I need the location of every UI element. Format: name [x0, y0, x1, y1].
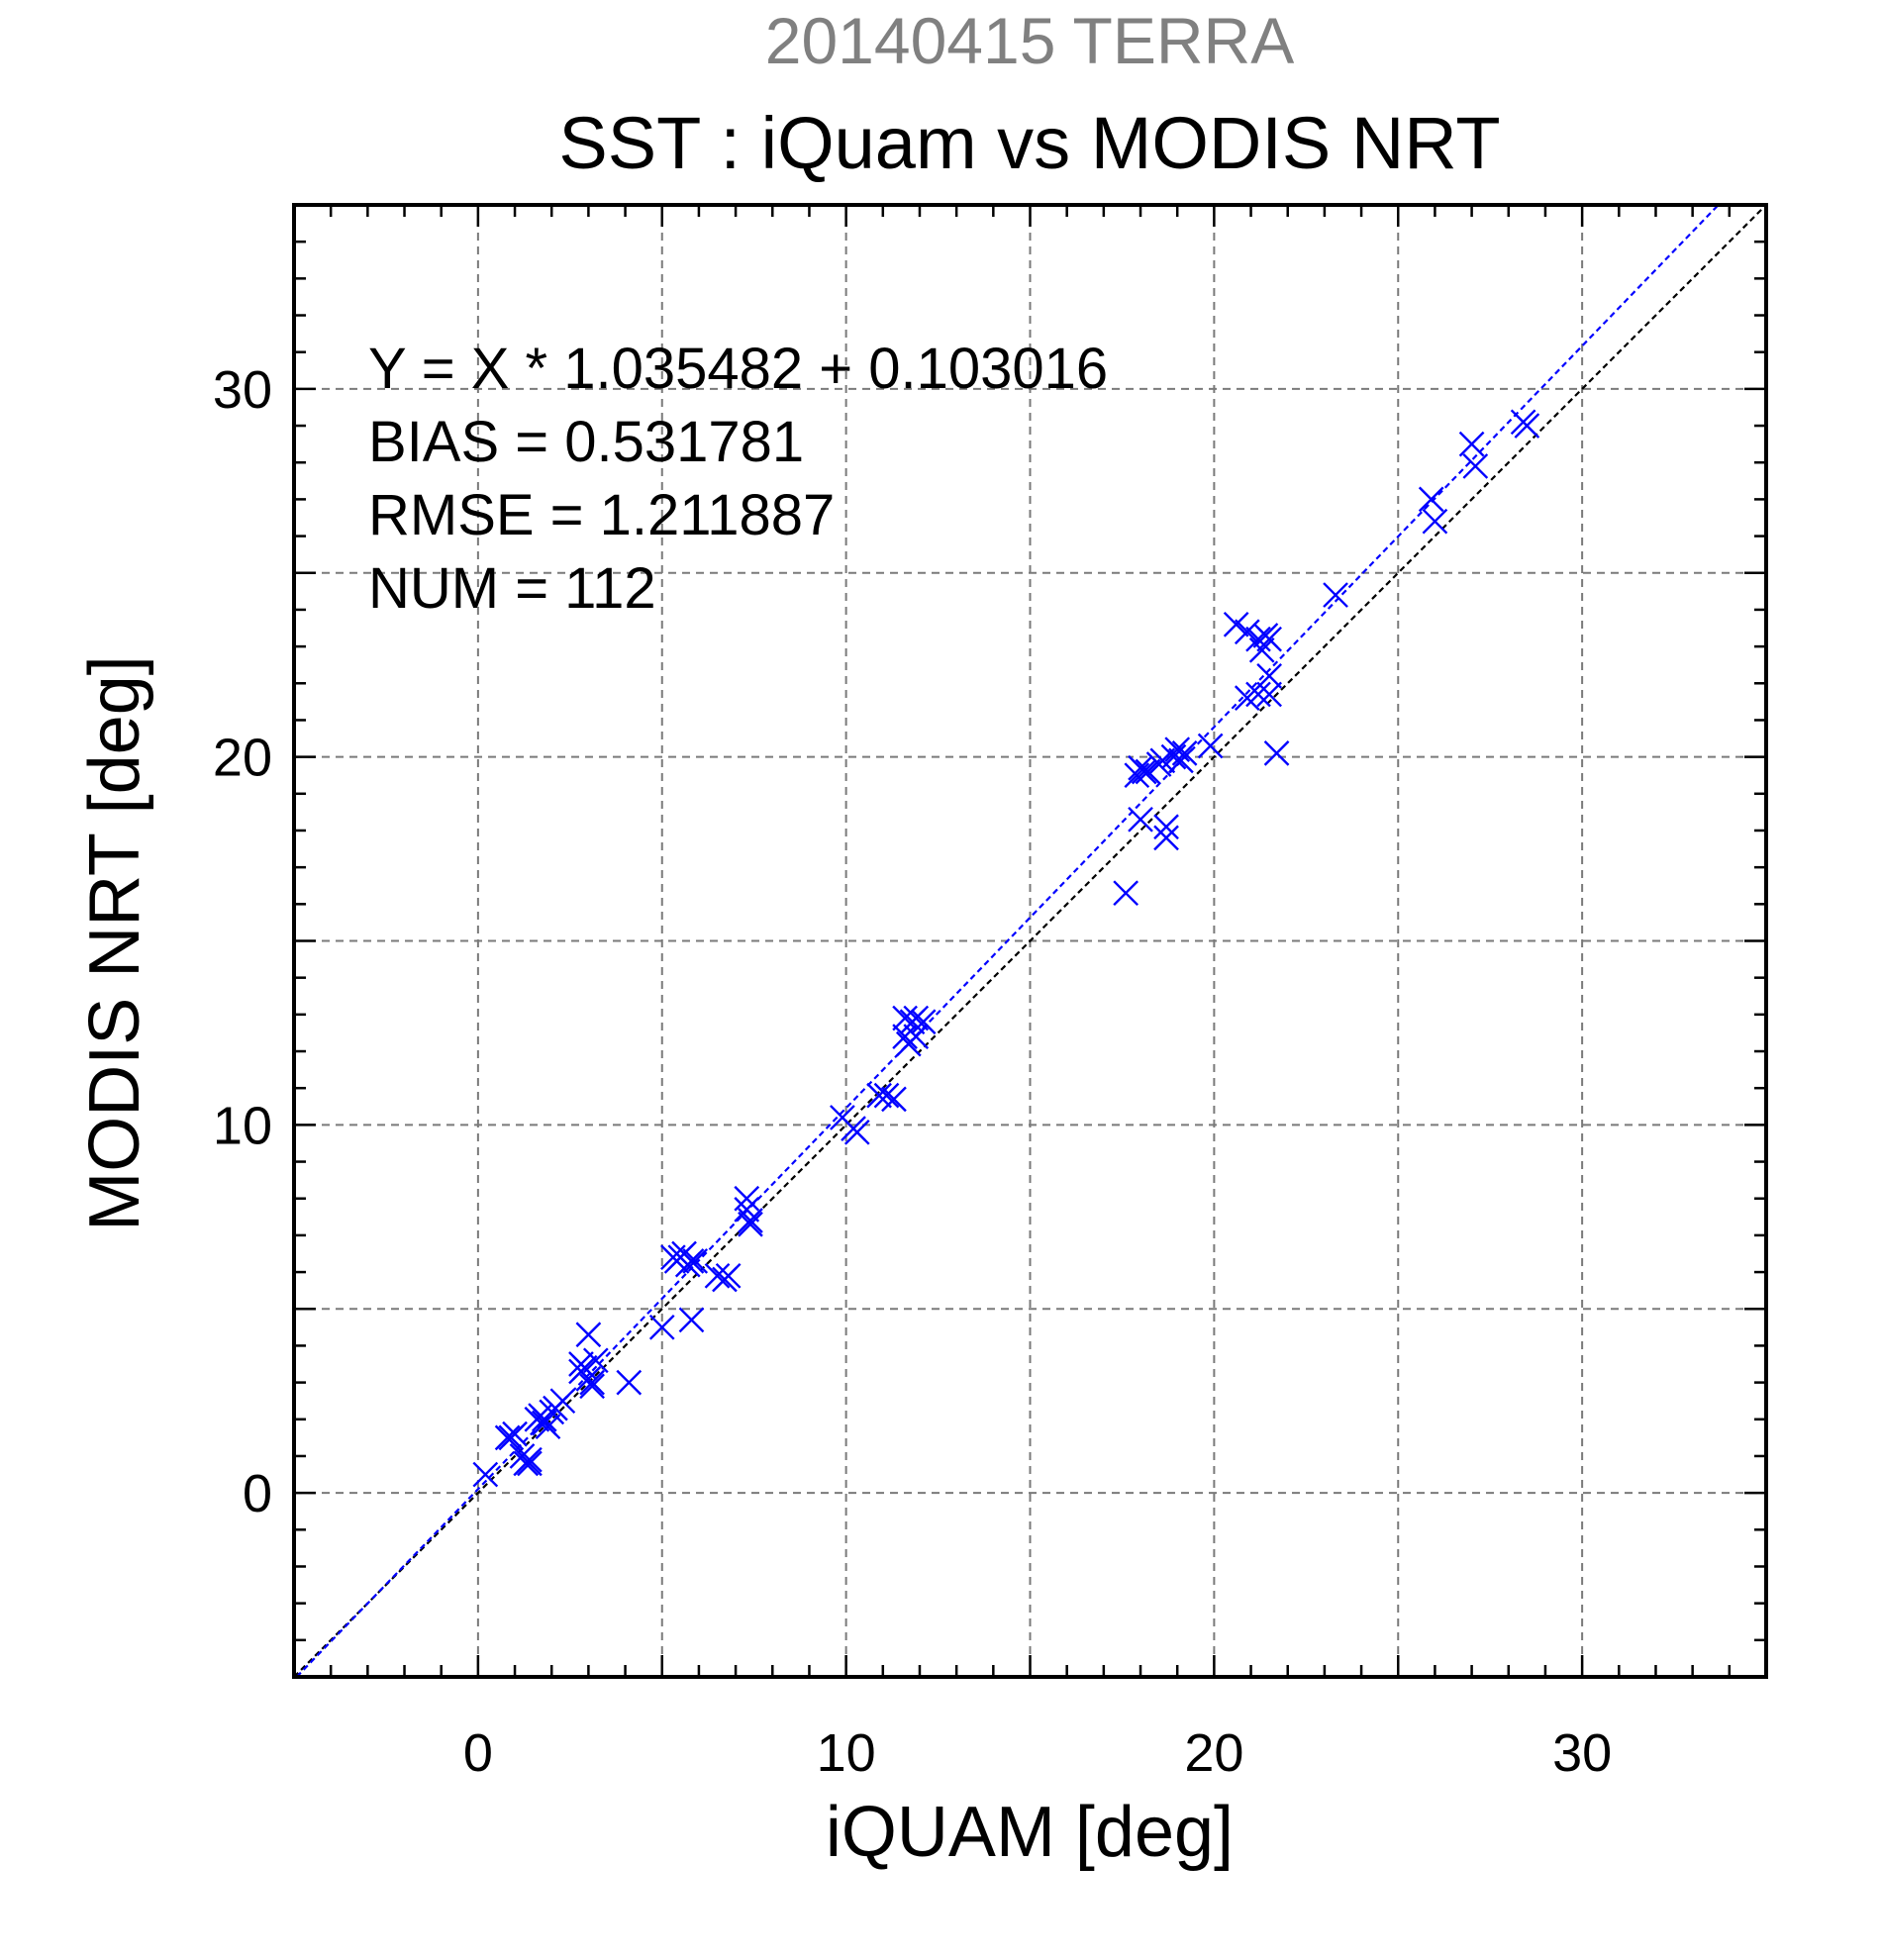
data-point	[1128, 806, 1153, 833]
data-point	[1248, 637, 1275, 663]
data-point	[1263, 740, 1290, 766]
data-point	[866, 1082, 892, 1109]
x-axis-label: iQUAM [deg]	[826, 1793, 1234, 1872]
data-point	[1323, 582, 1348, 608]
data-point	[1131, 758, 1157, 785]
data-point	[582, 1347, 609, 1374]
data-point	[1113, 880, 1139, 907]
data-point	[1256, 662, 1282, 689]
data-markers	[472, 409, 1540, 1488]
x-tick-label: 10	[817, 1723, 876, 1783]
stats-rmse: RMSE = 1.211887	[368, 483, 835, 547]
data-point	[1153, 825, 1179, 851]
data-point	[517, 1446, 543, 1473]
stats-num: NUM = 112	[368, 556, 656, 621]
y-tick-label: 10	[213, 1096, 272, 1155]
data-point	[549, 1388, 576, 1415]
data-point	[1234, 619, 1260, 645]
data-point	[1422, 508, 1448, 535]
y-tick-label: 20	[213, 729, 272, 788]
data-point	[873, 1082, 900, 1109]
stats-box: Y = X * 1.035482 + 0.103016 BIAS = 0.531…	[368, 337, 1108, 621]
x-tick-label: 20	[1184, 1723, 1243, 1783]
data-point	[734, 1185, 760, 1212]
data-point	[494, 1424, 521, 1451]
data-point	[535, 1414, 561, 1440]
data-point	[1245, 681, 1271, 708]
data-point	[682, 1248, 709, 1274]
y-tick-label: 30	[213, 360, 272, 420]
stats-equation: Y = X * 1.035482 + 0.103016	[368, 337, 1108, 401]
data-point	[1168, 747, 1194, 774]
data-point	[678, 1307, 705, 1333]
data-point	[704, 1262, 731, 1289]
data-point	[1514, 413, 1540, 439]
data-point	[575, 1322, 602, 1348]
data-point	[502, 1421, 528, 1447]
tick-labels: 0 10 20 30 0 10 20 30	[213, 360, 1612, 1783]
data-point	[903, 1005, 930, 1031]
data-point	[579, 1373, 605, 1400]
data-point	[881, 1086, 907, 1113]
data-point	[1418, 486, 1444, 513]
data-point	[843, 1119, 870, 1145]
x-tick-label: 30	[1552, 1723, 1612, 1783]
data-point	[472, 1461, 499, 1488]
data-point	[738, 1211, 763, 1237]
data-point	[1458, 431, 1485, 457]
data-point	[715, 1262, 742, 1289]
data-point	[738, 1208, 763, 1233]
data-point	[1462, 453, 1489, 479]
data-point	[1153, 814, 1179, 840]
one-to-one-line	[293, 204, 1767, 1678]
x-tick-label: 0	[463, 1723, 493, 1783]
data-point	[1197, 733, 1224, 759]
data-point	[517, 1450, 543, 1477]
stats-bias: BIAS = 0.531781	[368, 410, 804, 474]
data-point	[892, 1024, 918, 1050]
data-point	[1171, 740, 1198, 766]
data-point	[910, 1009, 937, 1035]
data-point	[1223, 611, 1249, 637]
plot-frame	[292, 203, 1768, 1679]
data-point	[1135, 758, 1161, 785]
chart-supertitle: 20140415 TERRA	[765, 4, 1294, 77]
chart-title: SST : iQuam vs MODIS NRT	[558, 102, 1500, 184]
data-point	[579, 1369, 605, 1396]
data-point	[648, 1314, 675, 1340]
data-point	[1256, 681, 1282, 708]
data-point	[903, 1024, 930, 1050]
data-point	[1256, 626, 1282, 652]
y-axis-label: MODIS NRT [deg]	[75, 655, 154, 1231]
data-point	[678, 1248, 705, 1274]
y-tick-label: 0	[243, 1464, 272, 1523]
data-point	[616, 1369, 643, 1396]
